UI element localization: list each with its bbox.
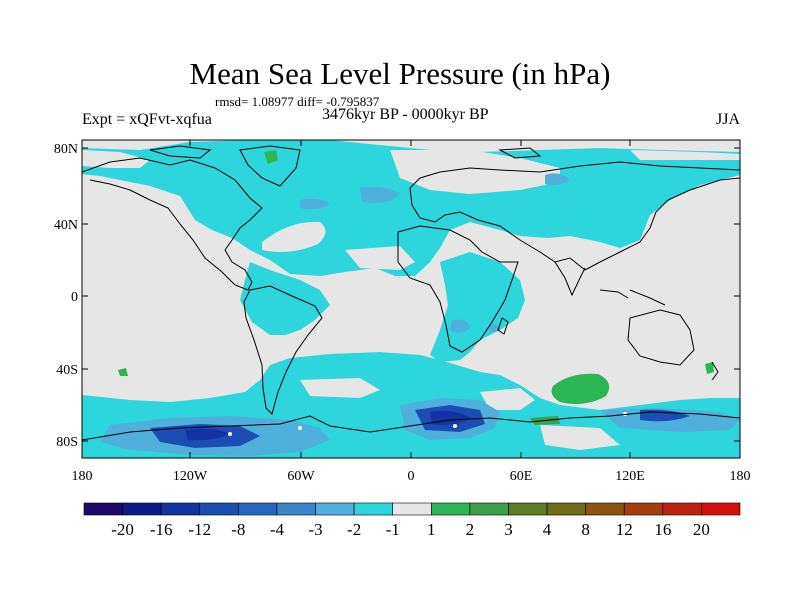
- colorbar-swatch: [199, 502, 239, 516]
- colorbar-swatch: [276, 502, 316, 516]
- colorbar-swatch: [508, 502, 548, 516]
- colorbar-swatch: [122, 502, 162, 516]
- colorbar-swatch: [238, 502, 278, 516]
- coastlines: [82, 145, 740, 441]
- lat-tick-label: 0: [71, 290, 78, 305]
- north-moderate-spot: [360, 186, 400, 203]
- lon-tick-label: 120W: [173, 469, 208, 484]
- stats-label: rmsd= 1.08977 diff= -0.795837: [215, 94, 380, 109]
- colorbar-label: -20: [111, 520, 134, 539]
- colorbar-swatch: [315, 502, 355, 516]
- colorbar-swatch: [469, 502, 509, 516]
- experiment-label: Expt = xQFvt-xqfua: [82, 111, 212, 128]
- lon-tick-label: 60W: [287, 469, 315, 484]
- colorbar: [83, 502, 741, 516]
- colorbar-label: 4: [543, 520, 552, 539]
- colorbar-label: -3: [308, 520, 322, 539]
- lon-tick-label: 180: [72, 469, 93, 484]
- lat-axis: [82, 147, 740, 442]
- anomaly-field: [82, 140, 740, 458]
- colorbar-swatch: [623, 502, 664, 516]
- colorbar-label: 16: [654, 520, 671, 539]
- colorbar-swatch: [160, 502, 201, 516]
- colorbar-label: -12: [188, 520, 211, 539]
- lat-tick-label: 80N: [54, 142, 78, 157]
- africa-negative-band: [430, 252, 525, 362]
- colorbar-swatch: [392, 502, 432, 516]
- colorbar-label: 8: [581, 520, 590, 539]
- colorbar-swatch: [83, 502, 123, 516]
- lat-tick-label: 40S: [56, 363, 78, 378]
- colorbar-label: 1: [427, 520, 436, 539]
- positive-indian-ocean: [551, 373, 610, 404]
- lat-tick-label: 80S: [56, 435, 78, 450]
- lon-tick-label: 180: [730, 469, 751, 484]
- lat-tick-label: 40N: [54, 218, 78, 233]
- colorbar-label: 12: [616, 520, 633, 539]
- season-label: JJA: [715, 111, 740, 128]
- colorbar-label: 3: [504, 520, 513, 539]
- colorbar-label: 2: [466, 520, 475, 539]
- chart-title: Mean Sea Level Pressure (in hPa): [189, 56, 611, 91]
- colorbar-swatch: [546, 502, 586, 516]
- colorbar-swatch: [701, 502, 741, 516]
- colorbar-swatch: [430, 502, 471, 516]
- colorbar-label: -1: [386, 520, 400, 539]
- colorbar-label: 20: [693, 520, 710, 539]
- north-negative-band: [82, 140, 740, 276]
- colorbar-swatch: [662, 502, 702, 516]
- colorbar-labels: -20 -16 -12 -8 -4 -3 -2 -1 1 2 3 4 8 12 16 20: [111, 520, 710, 539]
- lon-tick-label: 0: [408, 469, 415, 484]
- lon-tick-label: 120E: [615, 469, 645, 484]
- period-label: 3476kyr BP - 0000kyr BP: [322, 106, 489, 123]
- colorbar-label: -8: [231, 520, 245, 539]
- colorbar-swatch: [353, 502, 394, 516]
- lon-tick-label: 60E: [510, 469, 533, 484]
- lon-axis: [189, 140, 631, 458]
- colorbar-label: -2: [347, 520, 361, 539]
- colorbar-swatch: [585, 502, 625, 516]
- colorbar-label: -4: [270, 520, 285, 539]
- colorbar-label: -16: [150, 520, 173, 539]
